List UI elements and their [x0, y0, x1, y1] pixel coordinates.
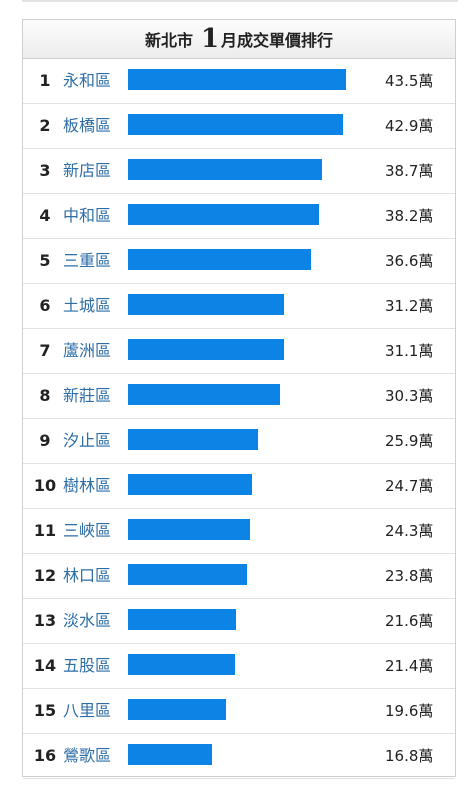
price-value-label: 38.2萬 — [385, 207, 434, 225]
price-bar — [128, 339, 284, 360]
title-prefix: 新北市 — [144, 31, 193, 50]
rank-number: 4 — [39, 206, 51, 225]
rank-number: 10 — [33, 476, 57, 495]
price-bar — [128, 69, 346, 90]
price-bar — [128, 204, 319, 225]
chart-title: 新北市 1 月成交單價排行 — [23, 20, 455, 59]
price-bar — [128, 654, 235, 675]
rank-number: 13 — [33, 611, 57, 630]
table-row: 10 樹林區 24.7萬 — [23, 464, 455, 509]
district-link[interactable]: 板橋區 — [63, 116, 112, 135]
rank-number: 12 — [33, 566, 57, 585]
price-value-label: 16.8萬 — [385, 747, 434, 765]
table-row: 14 五股區 21.4萬 — [23, 644, 455, 689]
ranking-panel: 新北市 1 月成交單價排行 1 永和區 43.5萬 2 板橋區 42.9萬 3 新店區 38.7… — [22, 19, 456, 779]
price-value-label: 36.6萬 — [385, 252, 434, 270]
district-link[interactable]: 永和區 — [63, 71, 112, 90]
district-link[interactable]: 汐止區 — [63, 431, 112, 450]
district-link[interactable]: 新莊區 — [63, 386, 112, 405]
rank-number: 6 — [39, 296, 51, 315]
table-row: 9 汐止區 25.9萬 — [23, 419, 455, 464]
table-row: 6 土城區 31.2萬 — [23, 284, 455, 329]
price-value-label: 31.1萬 — [385, 342, 434, 360]
district-link[interactable]: 五股區 — [63, 656, 112, 675]
price-value-label: 25.9萬 — [385, 432, 434, 450]
table-row: 4 中和區 38.2萬 — [23, 194, 455, 239]
rank-number: 3 — [39, 161, 51, 180]
price-value-label: 31.2萬 — [385, 297, 434, 315]
price-value-label: 21.4萬 — [385, 657, 434, 675]
table-row: 8 新莊區 30.3萬 — [23, 374, 455, 419]
price-value-label: 24.3萬 — [385, 522, 434, 540]
district-link[interactable]: 鶯歌區 — [63, 746, 112, 765]
price-bar — [128, 699, 226, 720]
district-link[interactable]: 中和區 — [63, 206, 112, 225]
rank-number: 8 — [39, 386, 51, 405]
rank-number: 2 — [39, 116, 51, 135]
price-bar — [128, 114, 343, 135]
top-divider — [22, 0, 458, 2]
rank-number: 7 — [39, 341, 51, 360]
price-bar — [128, 609, 236, 630]
table-row: 7 蘆洲區 31.1萬 — [23, 329, 455, 374]
price-value-label: 42.9萬 — [385, 117, 434, 135]
price-bar — [128, 429, 258, 450]
table-row: 1 永和區 43.5萬 — [23, 59, 455, 104]
rank-number: 16 — [33, 746, 57, 765]
price-value-label: 19.6萬 — [385, 702, 434, 720]
price-value-label: 38.7萬 — [385, 162, 434, 180]
district-link[interactable]: 樹林區 — [63, 476, 112, 495]
title-month-number: 1 — [200, 24, 220, 54]
district-link[interactable]: 林口區 — [63, 566, 112, 585]
district-link[interactable]: 淡水區 — [63, 611, 112, 630]
price-bar — [128, 294, 284, 315]
rank-number: 9 — [39, 431, 51, 450]
table-row: 15 八里區 19.6萬 — [23, 689, 455, 734]
price-value-label: 30.3萬 — [385, 387, 434, 405]
district-link[interactable]: 新店區 — [63, 161, 112, 180]
price-value-label: 21.6萬 — [385, 612, 434, 630]
title-suffix: 月成交單價排行 — [221, 31, 334, 50]
price-bar — [128, 249, 311, 270]
rank-number: 14 — [33, 656, 57, 675]
price-value-label: 23.8萬 — [385, 567, 434, 585]
table-row: 2 板橋區 42.9萬 — [23, 104, 455, 149]
district-link[interactable]: 土城區 — [63, 296, 112, 315]
table-row: 3 新店區 38.7萬 — [23, 149, 455, 194]
district-link[interactable]: 蘆洲區 — [63, 341, 112, 360]
rank-number: 11 — [33, 521, 57, 540]
price-bar — [128, 519, 250, 540]
table-row: 5 三重區 36.6萬 — [23, 239, 455, 284]
table-row: 11 三峽區 24.3萬 — [23, 509, 455, 554]
rank-number: 5 — [39, 251, 51, 270]
district-link[interactable]: 三重區 — [63, 251, 112, 270]
price-bar — [128, 564, 247, 585]
price-value-label: 43.5萬 — [385, 72, 434, 90]
price-bar — [128, 159, 322, 180]
table-row: 12 林口區 23.8萬 — [23, 554, 455, 599]
district-link[interactable]: 八里區 — [63, 701, 112, 720]
table-row: 13 淡水區 21.6萬 — [23, 599, 455, 644]
price-value-label: 24.7萬 — [385, 477, 434, 495]
price-bar — [128, 744, 212, 765]
district-link[interactable]: 三峽區 — [63, 521, 112, 540]
rank-number: 15 — [33, 701, 57, 720]
price-bar — [128, 384, 280, 405]
table-row: 16 鶯歌區 16.8萬 — [23, 734, 455, 779]
price-bar — [128, 474, 252, 495]
rank-number: 1 — [39, 71, 51, 90]
